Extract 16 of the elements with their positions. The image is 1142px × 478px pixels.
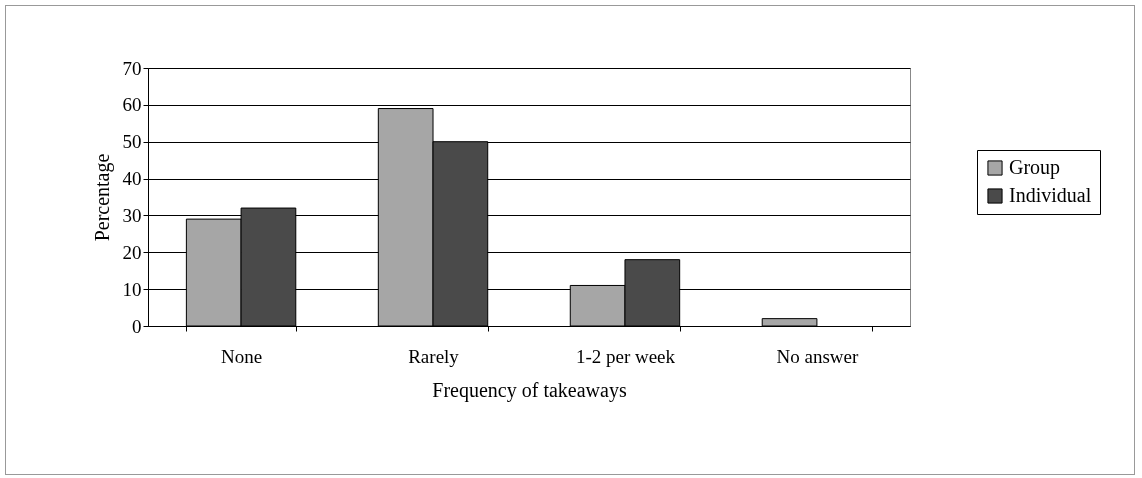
y-tick-label: 20 xyxy=(122,241,142,263)
y-tick-label: 40 xyxy=(122,168,142,190)
x-axis-title: Frequency of takeaways xyxy=(432,378,627,402)
y-tick-label: 60 xyxy=(122,94,142,116)
y-tick-label: 30 xyxy=(122,204,142,226)
x-tick-label: 1-2 per week xyxy=(575,345,676,367)
x-tick-label: No answer xyxy=(776,345,859,367)
x-tick-label: Rarely xyxy=(408,345,460,367)
y-tick-label: 70 xyxy=(122,57,142,79)
y-axis-title: Percentage xyxy=(90,153,114,242)
legend-label: Individual xyxy=(1009,184,1092,206)
legend-label: Group xyxy=(1009,156,1061,179)
y-tick-label: 50 xyxy=(122,131,142,153)
x-tick-label: None xyxy=(221,345,263,367)
y-tick-label: 0 xyxy=(132,315,142,337)
y-tick-label: 10 xyxy=(122,278,142,300)
